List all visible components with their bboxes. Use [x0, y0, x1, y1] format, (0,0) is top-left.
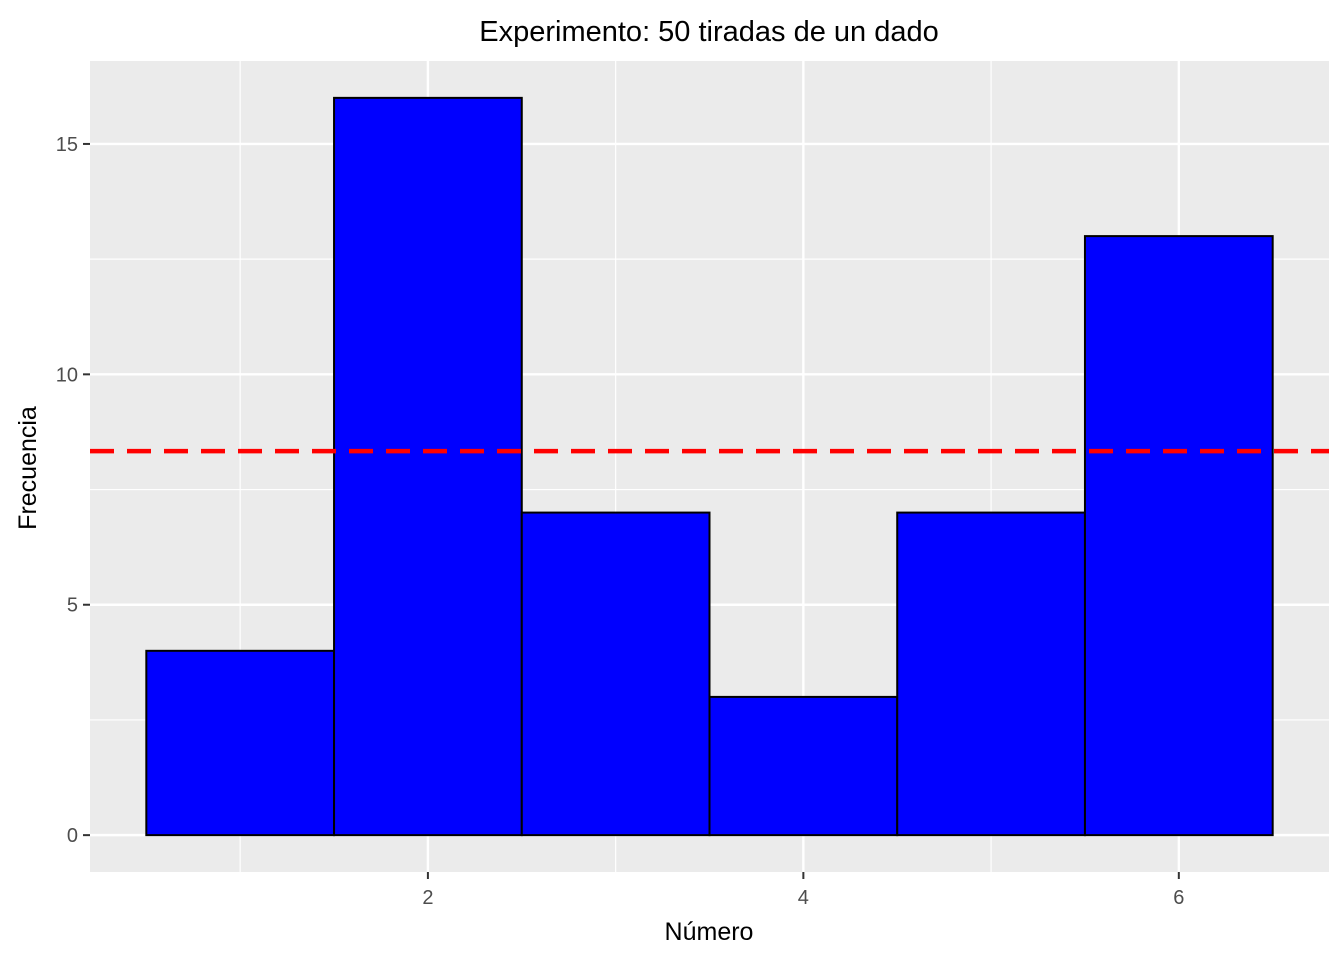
chart-title: Experimento: 50 tiradas de un dado [479, 16, 938, 48]
y-tick-label: 0 [67, 825, 78, 847]
bar [145, 649, 336, 837]
bar [333, 96, 523, 837]
y-tick-label: 10 [56, 364, 78, 386]
x-axis-label: Número [665, 918, 754, 946]
y-axis: 0 5 10 15 [56, 134, 90, 847]
bar [896, 511, 1086, 837]
bar [708, 695, 899, 837]
x-tick-label: 6 [1173, 887, 1184, 909]
x-axis: 2 4 6 [422, 872, 1184, 909]
y-tick-label: 15 [56, 134, 78, 156]
y-axis-label: Frecuencia [14, 406, 42, 530]
y-tick-label: 5 [67, 595, 78, 617]
bar [520, 511, 711, 837]
x-tick-label: 4 [798, 887, 809, 909]
x-tick-label: 2 [422, 887, 433, 909]
bars [145, 96, 1274, 837]
bar [1083, 235, 1274, 837]
